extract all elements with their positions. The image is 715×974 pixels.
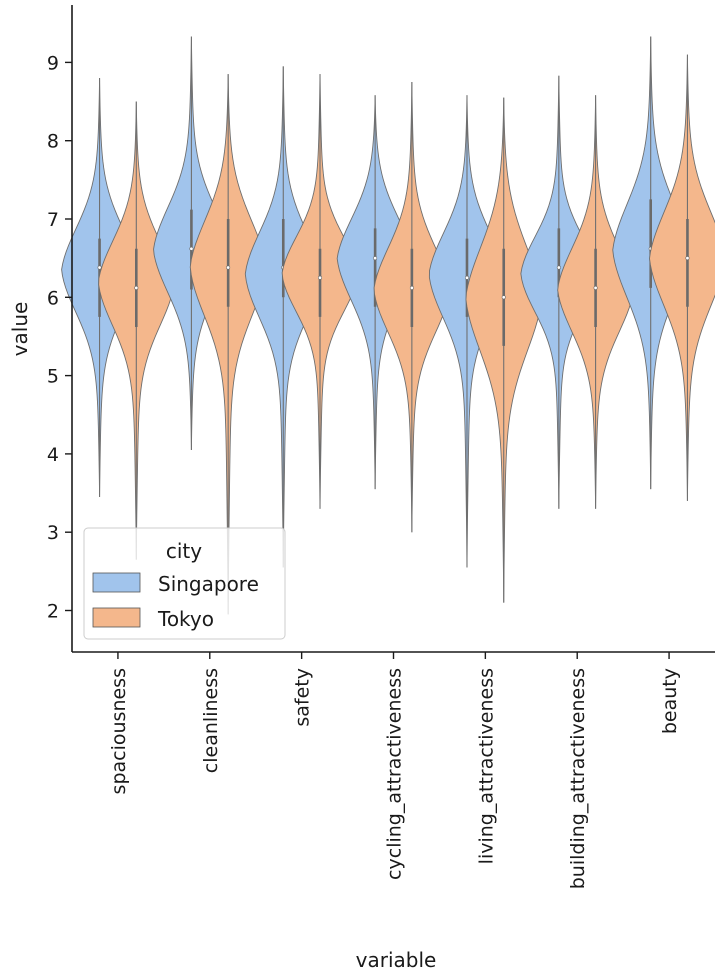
y-axis-title: value: [8, 302, 32, 357]
legend-label-singapore: Singapore: [158, 572, 259, 596]
median-point-singapore-spaciousness: [97, 265, 102, 270]
legend-title: city: [166, 539, 202, 563]
x-tick-label: beauty: [659, 668, 681, 734]
x-tick-label: cleanliness: [200, 668, 222, 773]
median-point-tokyo-beauty: [685, 256, 690, 261]
legend-swatch-singapore: [92, 572, 141, 593]
median-point-tokyo-cycling-attractiveness: [409, 285, 414, 290]
median-point-tokyo-cleanliness: [226, 265, 231, 270]
legend-label-tokyo: Tokyo: [157, 607, 214, 631]
x-axis-ticks: spaciousness cleanliness safety cycling_att…: [108, 652, 681, 889]
legend-swatch-tokyo: [92, 607, 141, 628]
median-point-tokyo-living-attractiveness: [501, 295, 506, 300]
x-tick-label: safety: [292, 668, 314, 727]
violin-tokyo-beauty: [649, 54, 715, 501]
median-point-singapore-cycling-attractiveness: [373, 256, 378, 261]
x-tick-label: living_attractiveness: [475, 668, 497, 864]
y-tick-label: 4: [47, 444, 59, 466]
x-axis-title: variable: [356, 948, 437, 972]
y-tick-label: 8: [47, 131, 59, 153]
median-point-tokyo-safety: [318, 275, 323, 280]
y-tick-label: 2: [47, 601, 59, 623]
y-tick-label: 6: [47, 287, 59, 309]
median-point-tokyo-spaciousness: [134, 285, 139, 290]
median-point-singapore-living-attractiveness: [464, 275, 469, 280]
y-axis-ticks: 2 3 4 5 6 7 8 9: [47, 52, 72, 623]
y-tick-label: 9: [47, 52, 59, 74]
x-tick-label: cycling_attractiveness: [384, 668, 406, 880]
x-tick-label: spaciousness: [108, 668, 130, 794]
legend: city Singapore Tokyo: [83, 527, 286, 640]
median-point-singapore-cleanliness: [189, 246, 194, 251]
x-tick-label: building_attractiveness: [567, 668, 589, 889]
median-point-tokyo-building-attractiveness: [593, 285, 598, 290]
y-tick-label: 7: [47, 209, 59, 231]
median-point-singapore-building-attractiveness: [556, 265, 561, 270]
y-tick-label: 5: [47, 366, 59, 388]
y-tick-label: 3: [47, 522, 59, 544]
violin-plot-area: [61, 36, 715, 615]
